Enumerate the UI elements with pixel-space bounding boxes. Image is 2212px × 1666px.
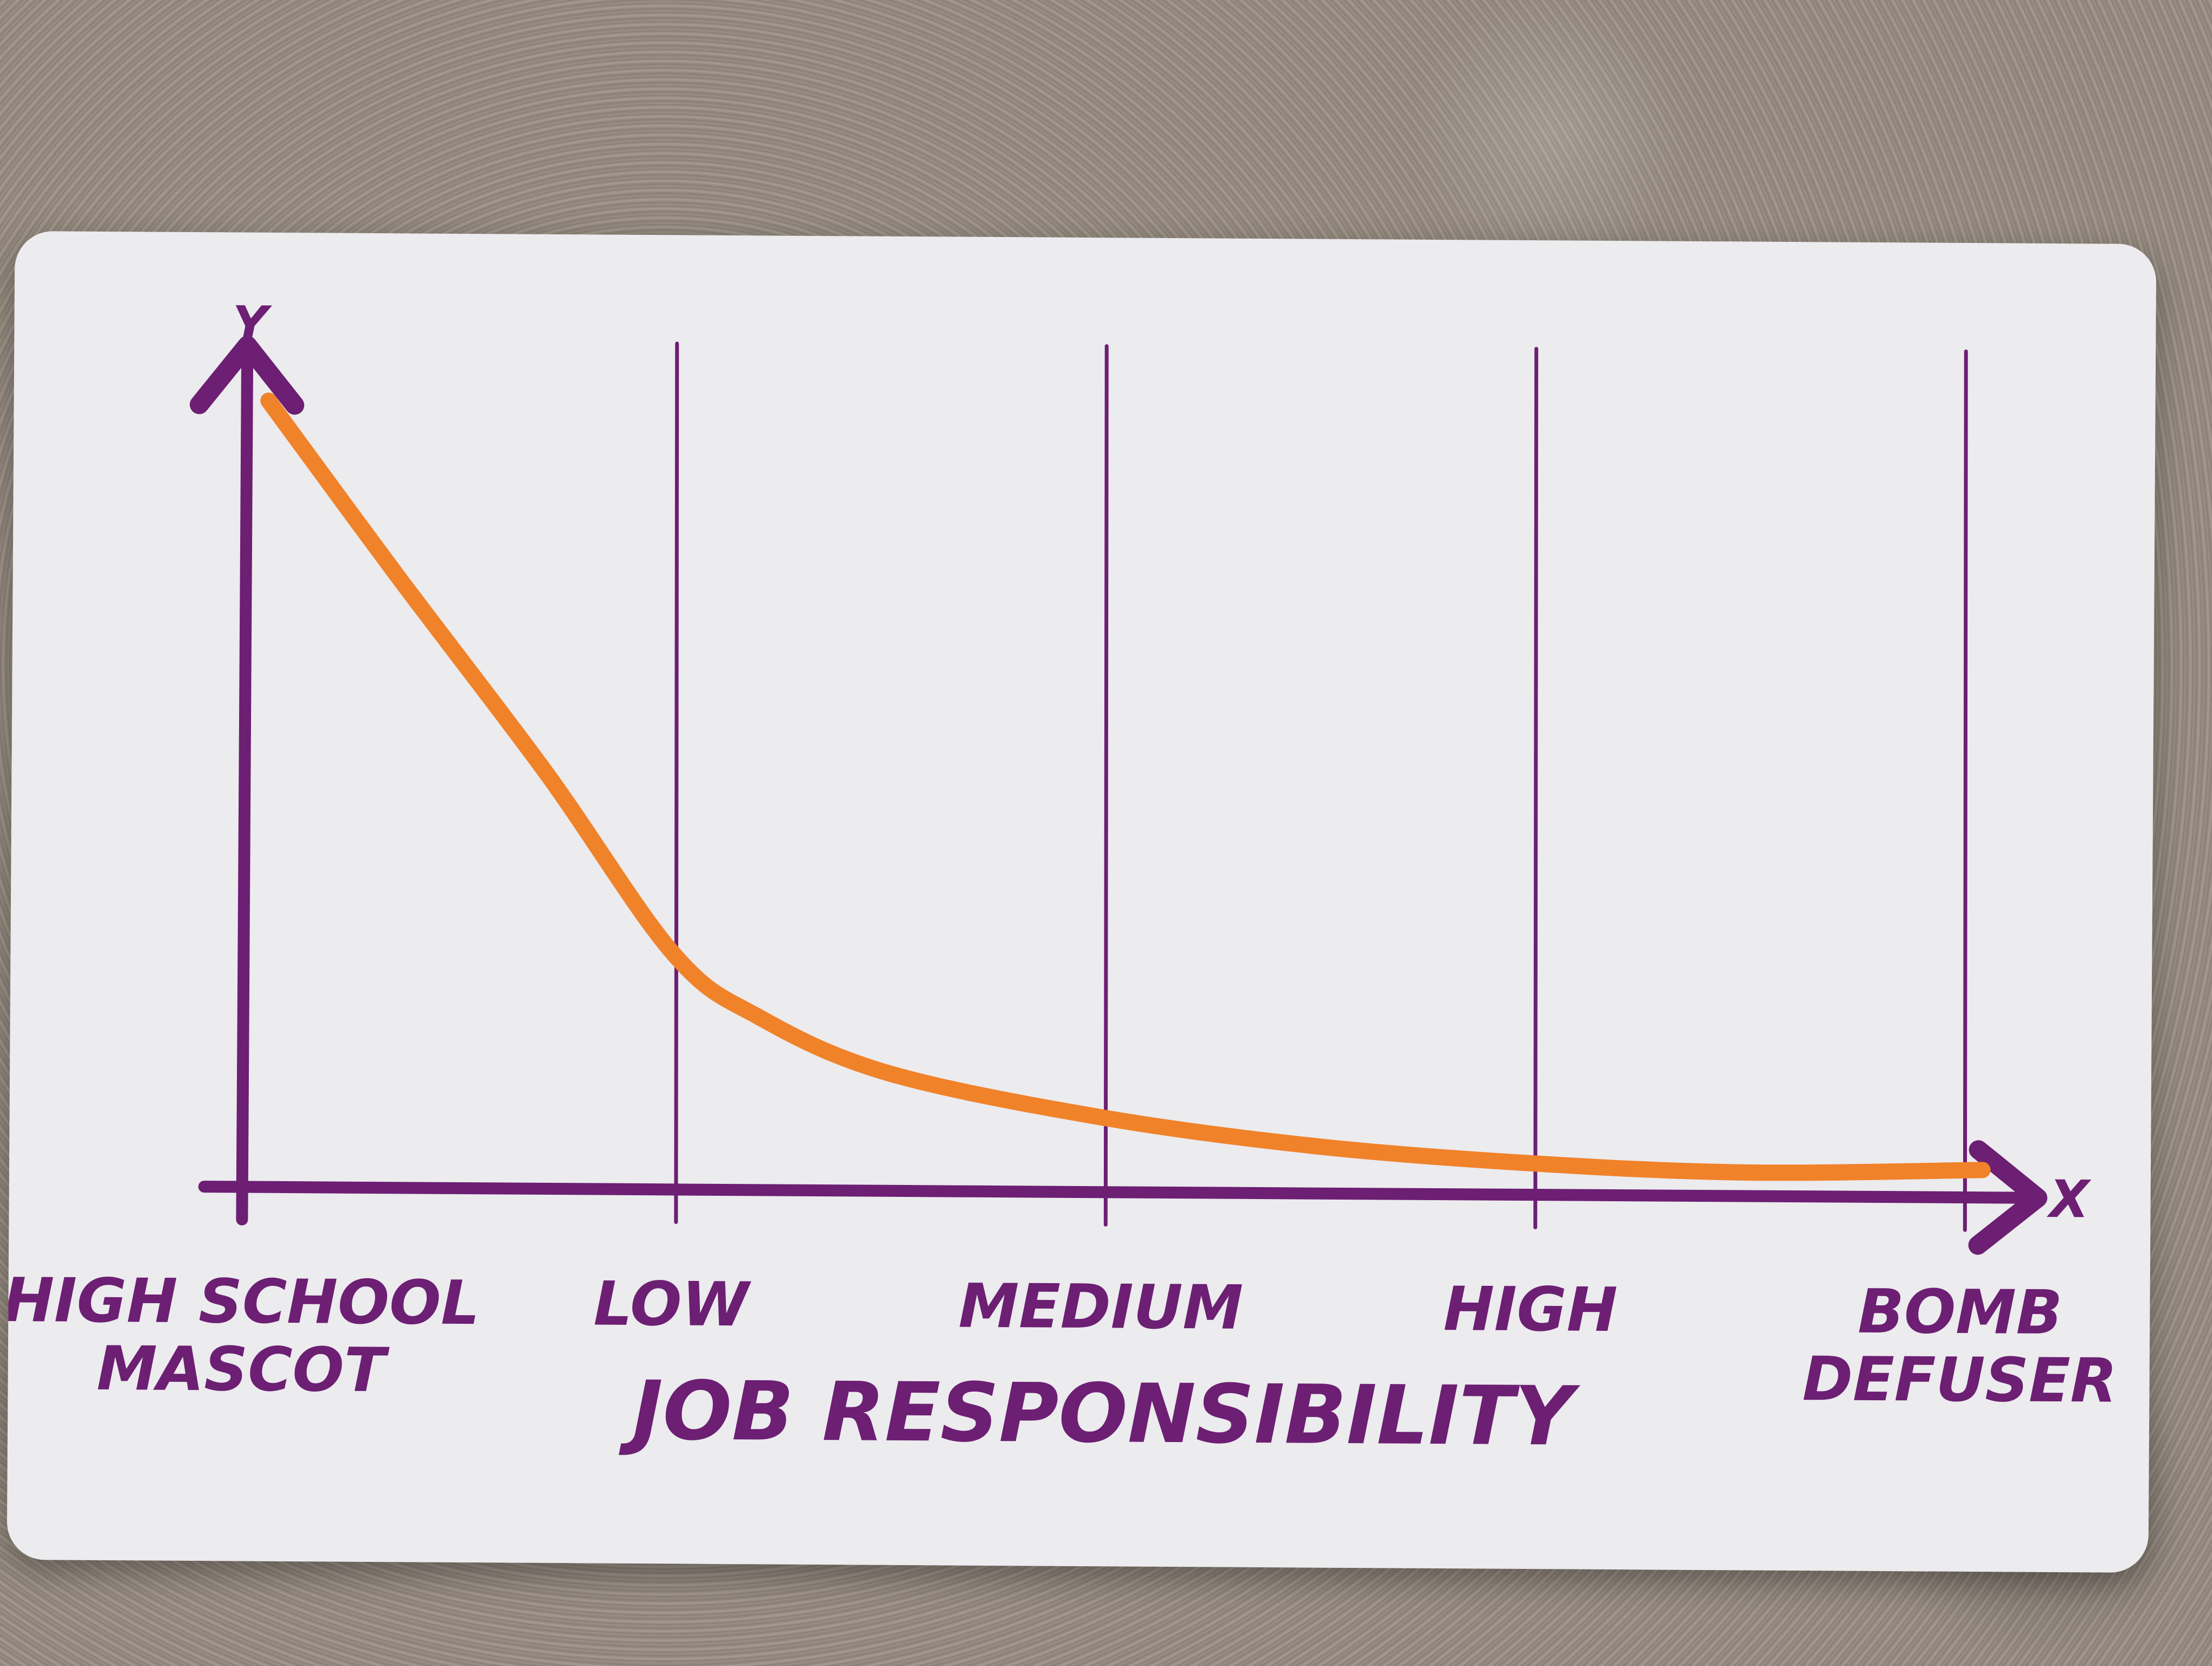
tick-label-4-line-1: DEFUSER xyxy=(1802,1344,2117,1417)
tick-label-4: BOMB DEFUSER xyxy=(1802,1276,2118,1417)
grid-line-4 xyxy=(1963,349,1968,1232)
tick-label-1-line-0: LOW xyxy=(593,1269,751,1341)
tick-label-0: HIGH SCHOOL MASCOT xyxy=(7,1265,480,1406)
tick-label-4-line-0: BOMB xyxy=(1857,1277,2062,1348)
x-tick-labels: HIGH SCHOOL MASCOT LOW MEDIUM HIGH BOMB DEFUSE… xyxy=(7,1265,2118,1417)
x-axis-letter: X xyxy=(2047,1170,2092,1230)
x-axis-line xyxy=(198,1140,2048,1255)
labels: Y X JOB RESPONSIBILITY xyxy=(233,296,2092,1464)
grid-line-1 xyxy=(674,341,679,1224)
x-axis-title: JOB RESPONSIBILITY xyxy=(619,1364,1581,1464)
y-axis-line xyxy=(189,335,305,1226)
tick-label-1: LOW xyxy=(593,1269,751,1341)
chart: Y X JOB RESPONSIBILITY HIGH SCHOOL MASCOT… xyxy=(7,296,2118,1464)
tick-label-3-line-0: HIGH xyxy=(1443,1274,1618,1345)
grid-line-2 xyxy=(1103,344,1109,1227)
chart-card: Y X JOB RESPONSIBILITY HIGH SCHOOL MASCOT… xyxy=(7,230,2157,1573)
tick-label-3: HIGH xyxy=(1443,1274,1618,1345)
vertical-grid-lines xyxy=(674,341,1968,1232)
tick-label-2-line-0: MEDIUM xyxy=(959,1271,1244,1343)
series-layer xyxy=(260,392,1991,1181)
tick-label-2: MEDIUM xyxy=(959,1271,1244,1343)
axes xyxy=(189,335,2048,1255)
series-line-0 xyxy=(260,392,1991,1181)
y-axis-label: Y xyxy=(233,296,273,353)
grid-line-3 xyxy=(1533,347,1539,1229)
tick-label-0-line-0: HIGH SCHOOL xyxy=(7,1265,480,1338)
tick-label-0-line-1: MASCOT xyxy=(97,1334,390,1406)
